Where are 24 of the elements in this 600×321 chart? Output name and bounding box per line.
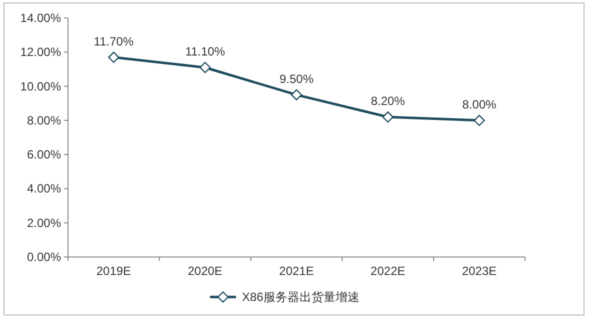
y-tick-label: 10.00% (20, 79, 62, 94)
x-tick-label: 2022E (370, 264, 406, 278)
y-tick-label: 0.00% (26, 250, 62, 264)
y-tick-label: 14.00% (20, 11, 62, 25)
point (290, 89, 302, 100)
x-tick-label: 2019E (96, 264, 132, 278)
y-tick-label: 8.00% (26, 113, 62, 128)
x-tick-label: 2021E (279, 264, 314, 278)
data-label: 11.70% (94, 34, 134, 48)
data-label: 8.20% (370, 94, 406, 108)
data-label: 9.50% (279, 72, 314, 86)
x-tick-label: 2023E (462, 264, 497, 278)
y-tick-label: 4.00% (26, 182, 62, 196)
y-tick-label: 12.00% (20, 45, 62, 60)
x-tick-label: 2020E (188, 264, 222, 278)
y-tick-label: 6.00% (26, 148, 62, 162)
data-label: 8.00% (462, 97, 497, 112)
point (474, 114, 485, 126)
legend-label: X86服务器出货量增速 (242, 290, 360, 304)
point (382, 111, 394, 123)
point (108, 52, 120, 63)
data-label: 11.10% (185, 44, 226, 59)
point (200, 62, 211, 74)
y-tick-label: 2.00% (26, 216, 62, 230)
